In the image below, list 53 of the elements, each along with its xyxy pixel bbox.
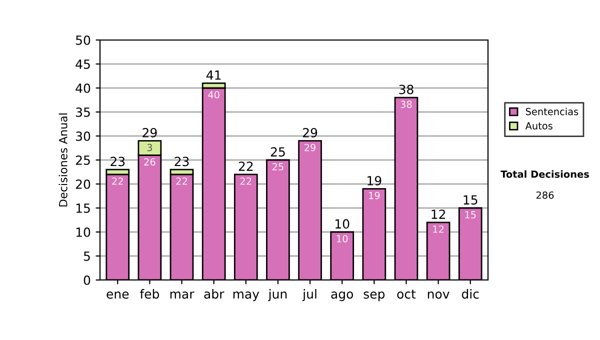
legend-label: Sentencias [526, 108, 578, 116]
total-label: 25 [270, 147, 285, 157]
data-label: 29 [304, 144, 316, 152]
total-label: 10 [336, 219, 350, 229]
x-tick-label: sep [364, 292, 385, 302]
x-tick-label: jun [268, 289, 287, 302]
x-tick-label: abr [204, 289, 224, 299]
y-tick-label: 45 [76, 60, 90, 69]
data-label: 12 [433, 225, 444, 233]
data-label: 15 [465, 211, 476, 218]
y-tick-label: 40 [76, 83, 90, 93]
total-label: 29 [302, 128, 318, 138]
y-tick-label: 5 [84, 252, 90, 261]
total-label: 41 [206, 70, 221, 80]
text: 286 [536, 191, 554, 199]
y-tick-label: 0 [84, 275, 90, 285]
data-label: 38 [400, 100, 412, 108]
total-label: 29 [142, 128, 157, 138]
x-tick-label: may [233, 292, 260, 302]
x-tick-label: feb [140, 289, 160, 299]
data-label: 26 [144, 158, 156, 166]
data-label: 22 [112, 177, 123, 185]
legend-label: Autos [525, 122, 552, 130]
total-label: 23 [174, 156, 189, 166]
y-tick-label: 20 [76, 179, 90, 189]
y-axis-title: Decisiones Anual [58, 114, 68, 206]
text: Total Decisiones [500, 170, 589, 178]
x-tick-label: mar [170, 292, 194, 299]
total-label: 22 [238, 162, 253, 171]
data-label: 10 [336, 235, 348, 242]
total-label: 38 [399, 84, 414, 94]
data-label: 3 [147, 144, 152, 152]
y-tick-label: 35 [76, 107, 90, 117]
data-label: 25 [272, 163, 284, 170]
x-tick-label: ago [331, 292, 354, 302]
y-tick-label: 10 [76, 227, 90, 237]
x-tick-label: dic [462, 289, 479, 299]
x-tick-label: nov [428, 292, 450, 299]
data-label: 19 [369, 192, 380, 200]
y-tick-label: 50 [76, 35, 90, 45]
y-tick-label: 15 [76, 204, 90, 213]
total-label: 15 [464, 195, 478, 205]
y-tick-label: 30 [76, 131, 90, 141]
x-tick-label: jul [302, 289, 316, 302]
data-label: 40 [208, 91, 220, 98]
total-label: 23 [110, 156, 125, 166]
data-label: 22 [176, 177, 187, 185]
total-label: 12 [432, 210, 445, 219]
y-tick-label: 25 [76, 155, 90, 165]
total-label: 19 [368, 176, 382, 186]
x-tick-label: ene [106, 292, 129, 299]
data-label: 22 [240, 177, 252, 185]
x-tick-label: oct [397, 290, 416, 299]
